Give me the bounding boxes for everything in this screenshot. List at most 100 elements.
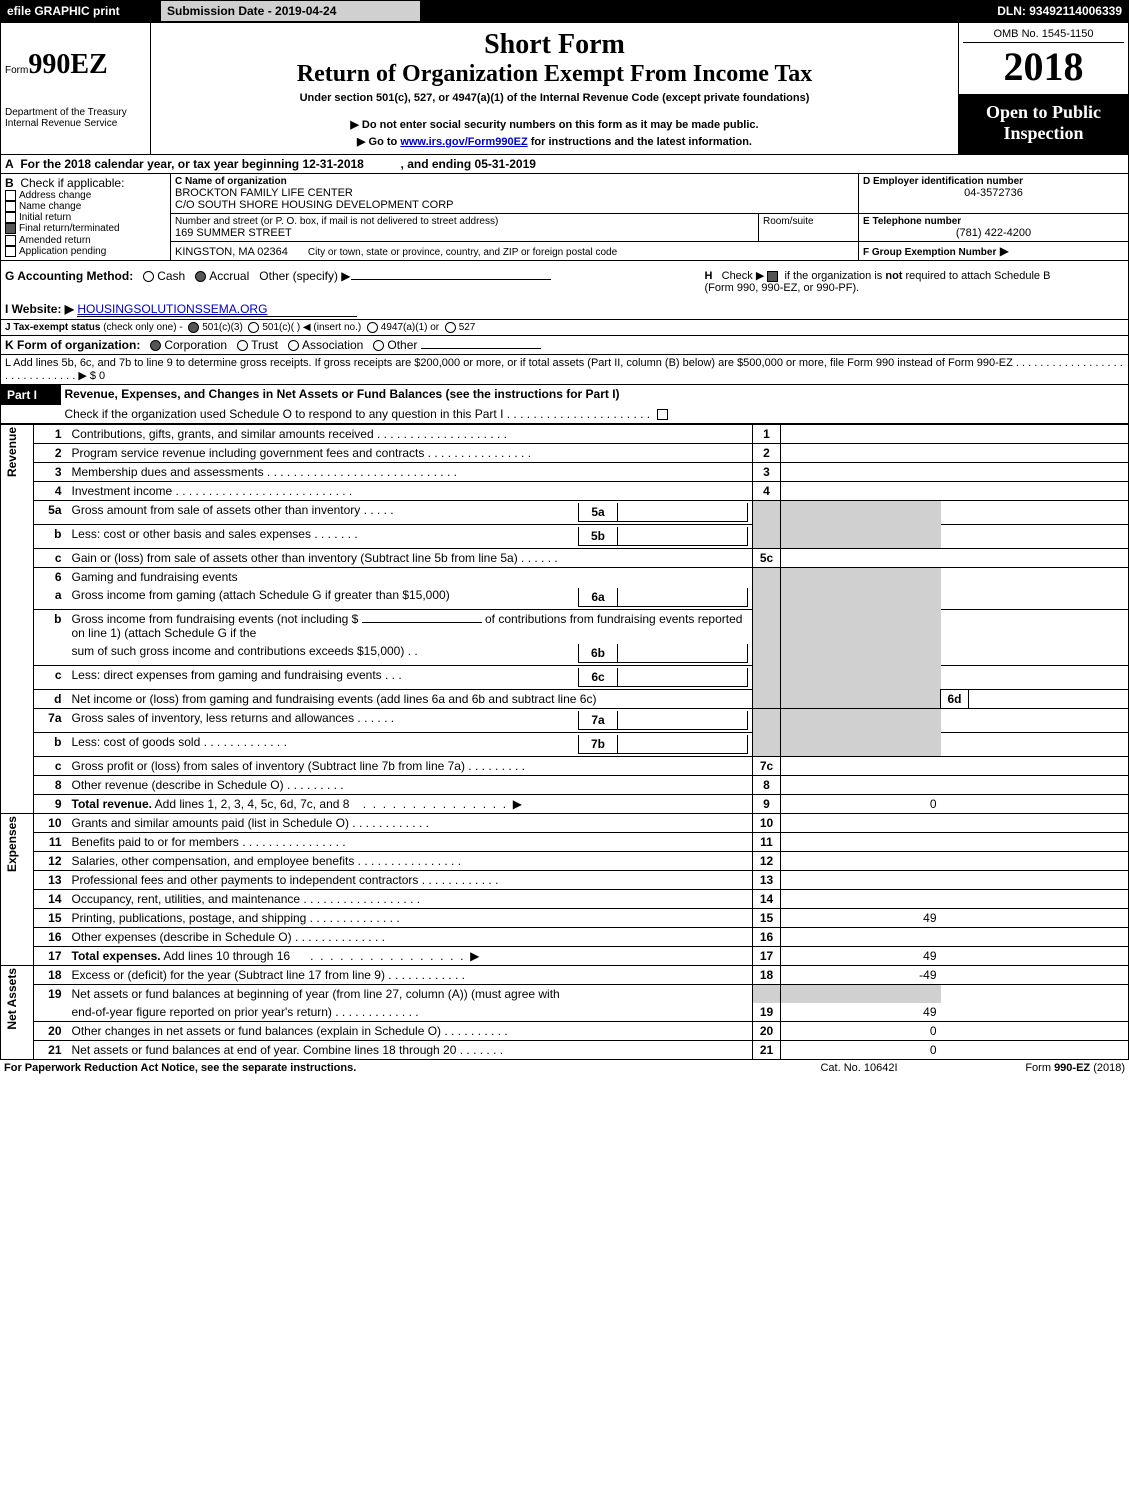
cash-radio[interactable]	[143, 271, 154, 282]
line-8: Other revenue (describe in Schedule O) .…	[68, 776, 753, 795]
city-value: KINGSTON, MA 02364	[175, 246, 288, 258]
association-radio[interactable]	[288, 340, 299, 351]
website-label: I Website: ▶	[5, 302, 74, 316]
line-7a: Gross sales of inventory, less returns a…	[72, 711, 395, 725]
line-7c: Gross profit or (loss) from sales of inv…	[68, 757, 753, 776]
ein-value: 04-3572736	[863, 187, 1124, 199]
street-label: Number and street (or P. O. box, if mail…	[175, 216, 754, 227]
line-3: Membership dues and assessments . . . . …	[68, 463, 753, 482]
return-title: Return of Organization Exempt From Incom…	[161, 61, 948, 88]
inspection-label: Inspection	[963, 123, 1124, 144]
website-link[interactable]: HOUSINGSOLUTIONSSEMA.ORG	[77, 302, 357, 317]
line-6a: Gross income from gaming (attach Schedul…	[72, 588, 450, 602]
section-ghijkl: G Accounting Method: Cash Accrual Other …	[0, 261, 1129, 385]
ein-label: D Employer identification number	[863, 176, 1124, 187]
line-12: Salaries, other compensation, and employ…	[68, 852, 753, 871]
expenses-sidelabel: Expenses	[5, 816, 29, 872]
ending-date: , and ending 05-31-2019	[401, 157, 536, 171]
line-4: Investment income . . . . . . . . . . . …	[68, 482, 753, 501]
other-method: Other (specify) ▶	[259, 269, 350, 283]
line-18: Excess or (deficit) for the year (Subtra…	[68, 966, 753, 985]
org-co: C/O SOUTH SHORE HOUSING DEVELOPMENT CORP	[175, 199, 854, 211]
line-16: Other expenses (describe in Schedule O) …	[68, 928, 753, 947]
line-7b: Less: cost of goods sold . . . . . . . .…	[72, 735, 287, 749]
line-1: Contributions, gifts, grants, and simila…	[68, 425, 753, 444]
revenue-sidelabel: Revenue	[5, 427, 29, 477]
application-pending-checkbox[interactable]	[5, 246, 16, 257]
dln-label: DLN: 93492114006339	[929, 1, 1129, 22]
calendar-year: For the 2018 calendar year, or tax year …	[20, 157, 364, 171]
trust-radio[interactable]	[237, 340, 248, 351]
part1-check-line: Check if the organization used Schedule …	[65, 407, 651, 421]
line-14: Occupancy, rent, utilities, and maintena…	[68, 890, 753, 909]
final-return-checkbox[interactable]	[5, 223, 16, 234]
accounting-method-label: G Accounting Method:	[5, 269, 133, 283]
line-2: Program service revenue including govern…	[68, 444, 753, 463]
line-19-2: end-of-year figure reported on prior yea…	[68, 1003, 753, 1022]
pra-notice: For Paperwork Reduction Act Notice, see …	[0, 1060, 759, 1076]
submission-date: Submission Date - 2019-04-24	[161, 1, 421, 22]
top-bar: efile GRAPHIC print Submission Date - 20…	[0, 0, 1129, 22]
page-footer: For Paperwork Reduction Act Notice, see …	[0, 1060, 1129, 1076]
form-number: 990EZ	[28, 49, 107, 80]
accrual-radio[interactable]	[195, 271, 206, 282]
group-exemption-label: F Group Exemption Number	[863, 247, 996, 258]
open-to-public: Open to Public	[963, 102, 1124, 123]
under-section: Under section 501(c), 527, or 4947(a)(1)…	[161, 92, 948, 104]
line-l-text: L Add lines 5b, 6c, and 7b to line 9 to …	[1, 355, 1129, 385]
room-suite-label: Room/suite	[759, 214, 859, 242]
org-name-label: C Name of organization	[175, 176, 854, 187]
section-a: A For the 2018 calendar year, or tax yea…	[0, 155, 1129, 174]
line-15: Printing, publications, postage, and shi…	[68, 909, 753, 928]
efile-label: efile GRAPHIC print	[1, 1, 161, 22]
line-21: Net assets or fund balances at end of ye…	[68, 1041, 753, 1060]
line-5b: Less: cost or other basis and sales expe…	[72, 527, 358, 541]
501c-radio[interactable]	[248, 322, 259, 333]
do-not-enter: ▶ Do not enter social security numbers o…	[161, 118, 948, 131]
short-form-title: Short Form	[161, 29, 948, 61]
goto-line: ▶ Go to www.irs.gov/Form990EZ for instru…	[161, 135, 948, 148]
4947-radio[interactable]	[367, 322, 378, 333]
dept-treasury: Department of the Treasury	[5, 107, 146, 118]
form-of-org-label: K Form of organization:	[5, 338, 140, 352]
amended-return-checkbox[interactable]	[5, 235, 16, 246]
schedule-o-checkbox[interactable]	[657, 409, 668, 420]
omb-number: OMB No. 1545-1150	[963, 26, 1124, 43]
part1-table: Revenue 1 Contributions, gifts, grants, …	[0, 424, 1129, 1060]
line-6c: Less: direct expenses from gaming and fu…	[72, 668, 402, 682]
line-11: Benefits paid to or for members . . . . …	[68, 833, 753, 852]
cat-no: Cat. No. 10642I	[759, 1060, 959, 1076]
501c3-radio[interactable]	[188, 322, 199, 333]
schedule-b-checkbox[interactable]	[767, 271, 778, 282]
line-20: Other changes in net assets or fund bala…	[68, 1022, 753, 1041]
line-6: Gaming and fundraising events	[68, 568, 753, 587]
city-label: City or town, state or province, country…	[308, 247, 617, 258]
other-org-radio[interactable]	[373, 340, 384, 351]
street-value: 169 SUMMER STREET	[175, 227, 754, 239]
check-if-applicable: Check if applicable:	[20, 176, 124, 190]
irs-label: Internal Revenue Service	[5, 118, 146, 129]
name-change-checkbox[interactable]	[5, 201, 16, 212]
netassets-sidelabel: Net Assets	[5, 968, 29, 1030]
line-5c: Gain or (loss) from sale of assets other…	[68, 549, 753, 568]
phone-value: (781) 422-4200	[863, 227, 1124, 239]
initial-return-checkbox[interactable]	[5, 212, 16, 223]
527-radio[interactable]	[445, 322, 456, 333]
schedule-b-forms: (Form 990, 990-EZ, or 990-PF).	[705, 282, 860, 294]
form-header: Form990EZ Department of the Treasury Int…	[0, 22, 1129, 155]
line-13: Professional fees and other payments to …	[68, 871, 753, 890]
org-name: BROCKTON FAMILY LIFE CENTER	[175, 187, 854, 199]
part1-heading: Revenue, Expenses, and Changes in Net As…	[61, 385, 1129, 405]
line-6b-3: sum of such gross income and contributio…	[72, 644, 418, 658]
line-6b-1: Gross income from fundraising events (no…	[72, 612, 362, 626]
irs-link[interactable]: www.irs.gov/Form990EZ	[400, 136, 527, 148]
line-6d: Net income or (loss) from gaming and fun…	[68, 690, 753, 709]
line-19-1: Net assets or fund balances at beginning…	[68, 985, 753, 1004]
line-5a: Gross amount from sale of assets other t…	[72, 503, 394, 517]
line-10: Grants and similar amounts paid (list in…	[68, 814, 753, 833]
part1-header: Part I Revenue, Expenses, and Changes in…	[0, 385, 1129, 424]
corporation-radio[interactable]	[150, 340, 161, 351]
address-change-checkbox[interactable]	[5, 190, 16, 201]
phone-label: E Telephone number	[863, 216, 1124, 227]
tax-exempt-label: J Tax-exempt status	[5, 322, 100, 333]
